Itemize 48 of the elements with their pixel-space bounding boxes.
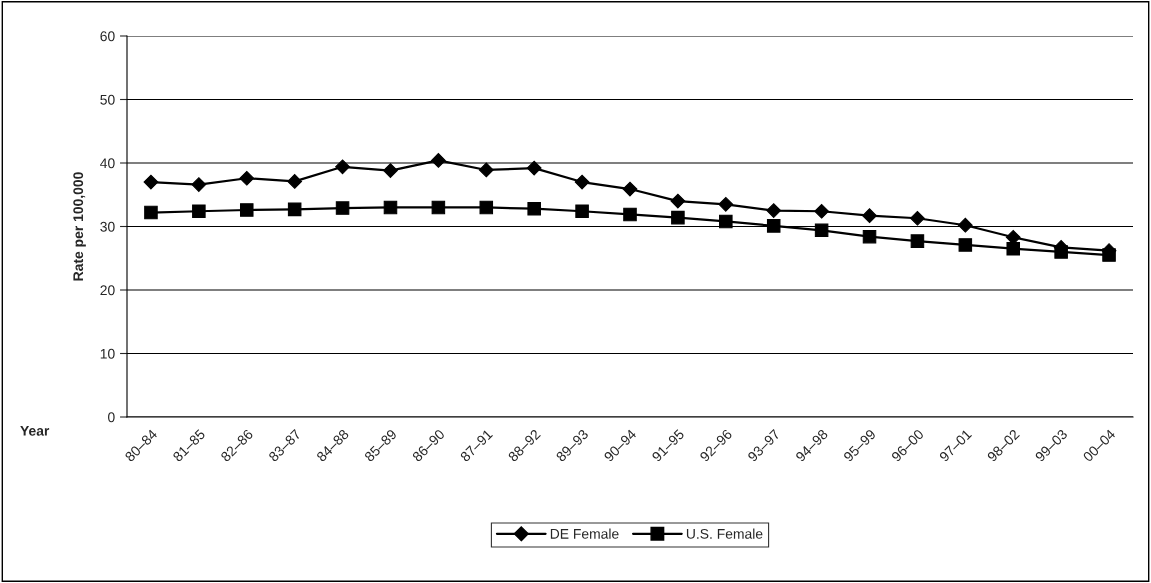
- point: [335, 159, 350, 175]
- point: [575, 204, 589, 219]
- y-tick-label: 60: [100, 31, 115, 42]
- point: [671, 210, 685, 225]
- point: [527, 201, 541, 216]
- point: [766, 203, 782, 219]
- point: [862, 208, 877, 224]
- point: [143, 174, 159, 190]
- point: [623, 207, 637, 222]
- y-tick-label: 30: [100, 221, 115, 232]
- point: [479, 200, 494, 215]
- point: [287, 174, 303, 189]
- y-tick-label: 40: [100, 158, 115, 169]
- y-tick-label: 10: [100, 348, 115, 359]
- point: [191, 177, 207, 192]
- legend-label: U.S. Female: [686, 528, 763, 539]
- x-axis-title: Year: [20, 426, 50, 436]
- point: [239, 170, 255, 186]
- point: [718, 196, 734, 212]
- point: [287, 202, 302, 217]
- y-axis-title: Rate per 100,000: [73, 172, 86, 281]
- point: [862, 229, 877, 244]
- point: [574, 174, 590, 190]
- point: [383, 200, 398, 215]
- legend-label: DE Female: [550, 528, 619, 539]
- point: [719, 214, 733, 229]
- point: [239, 203, 254, 217]
- point: [383, 163, 398, 179]
- point: [335, 201, 350, 215]
- point: [910, 234, 925, 248]
- point: [670, 193, 686, 209]
- point: [910, 210, 925, 226]
- y-tick-label: 20: [100, 285, 115, 296]
- point: [144, 205, 158, 220]
- point: [766, 219, 781, 233]
- point: [1006, 241, 1021, 256]
- y-tick-label: 0: [108, 412, 115, 423]
- point: [192, 204, 206, 219]
- point: [622, 181, 638, 197]
- point: [957, 217, 973, 233]
- point: [814, 203, 830, 219]
- point: [526, 160, 542, 176]
- point: [431, 200, 446, 215]
- point: [958, 238, 973, 252]
- point: [814, 223, 829, 238]
- y-tick-label: 50: [100, 94, 115, 105]
- point: [430, 153, 446, 168]
- point: [478, 162, 494, 178]
